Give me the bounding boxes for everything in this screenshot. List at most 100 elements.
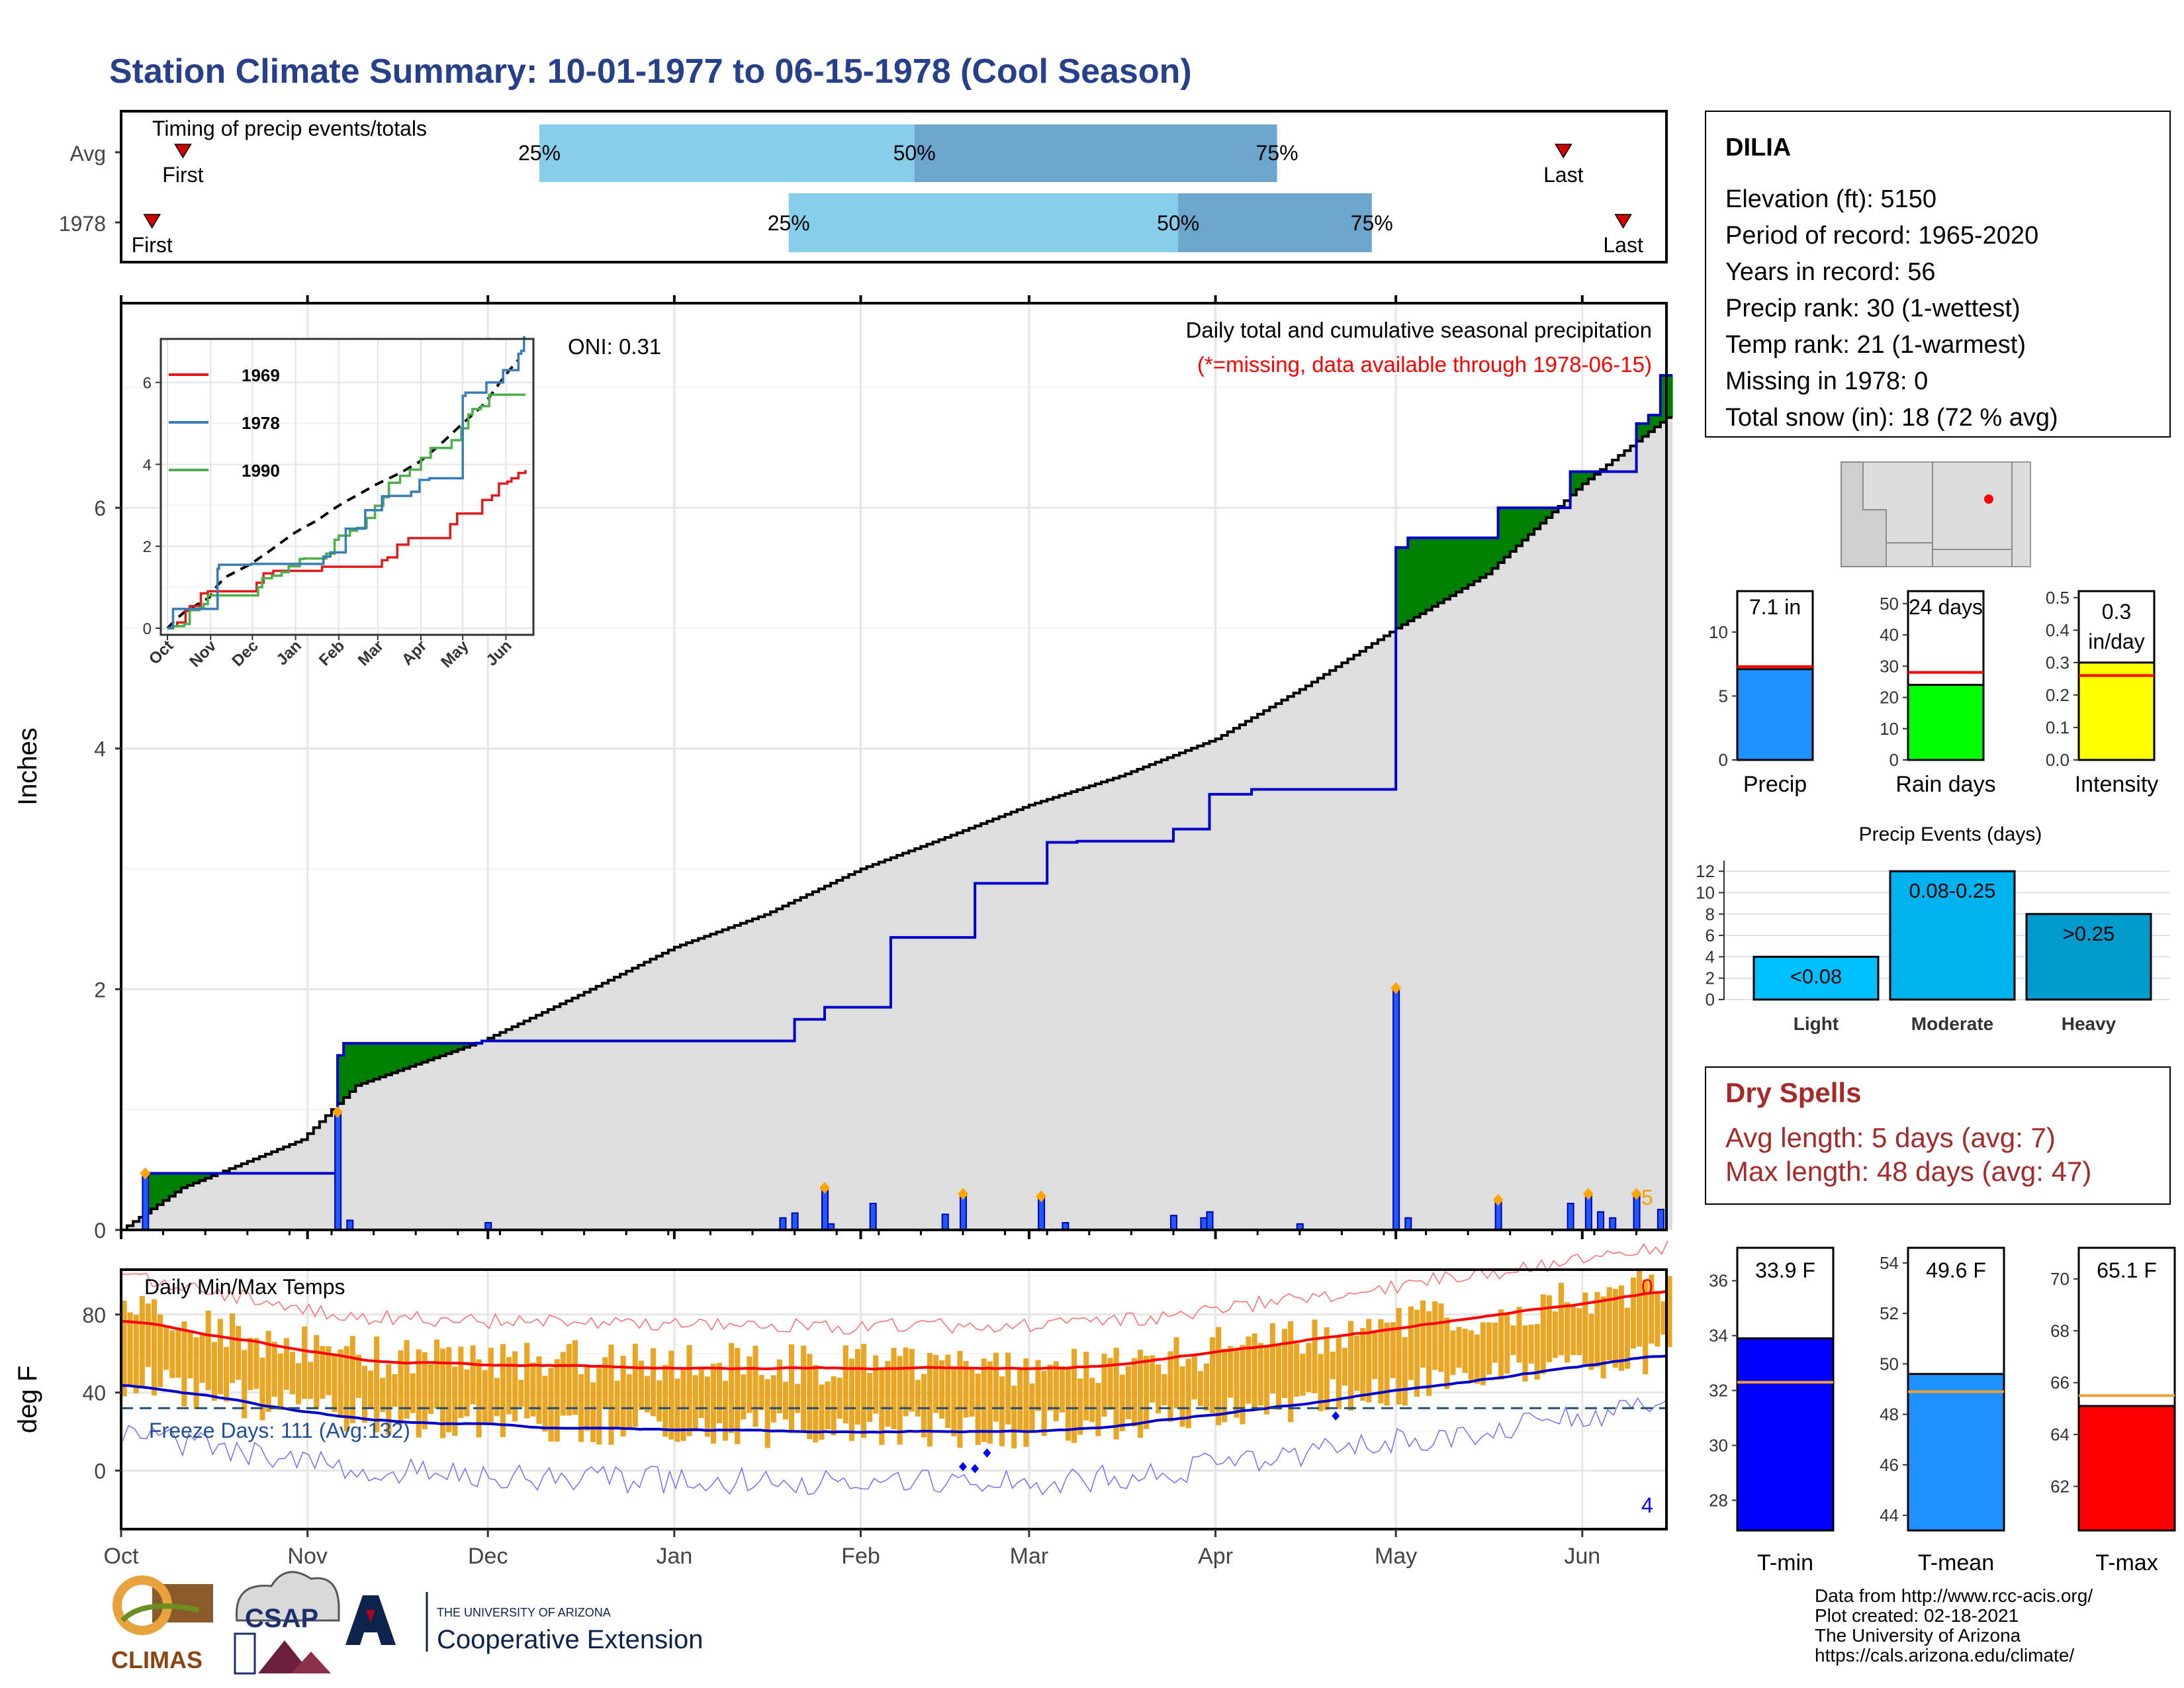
temp-summary-bar-t-mean: [1907, 1373, 2005, 1532]
daily-temp-range-bar: [686, 1345, 692, 1436]
temp-summary-tick-label: 30: [1709, 1435, 1728, 1455]
temp-xtick-label: Apr: [1198, 1544, 1233, 1569]
daily-temp-range-bar: [530, 1362, 536, 1417]
daily-temp-range-bar: [259, 1357, 265, 1421]
daily-temp-range-bar: [1522, 1325, 1528, 1382]
temp-title: Daily Min/Max Temps: [144, 1275, 345, 1299]
events-bar-range: <0.08: [1790, 964, 1842, 988]
timing-bar-q50-q75: [914, 124, 1277, 182]
daily-temp-range-bar: [698, 1368, 704, 1419]
temp-xtick-label: Feb: [841, 1544, 880, 1569]
daily-temp-range-bar: [1630, 1278, 1637, 1349]
daily-temp-range-bar: [1474, 1335, 1480, 1384]
daily-temp-range-bar: [386, 1364, 392, 1435]
temp-xtick-label: Jan: [656, 1544, 692, 1569]
daily-precip-bar: [346, 1219, 354, 1231]
daily-temp-range-bar: [1516, 1307, 1522, 1363]
record-low-marker: [1332, 1411, 1340, 1421]
daily-temp-range-bar: [614, 1380, 620, 1428]
daily-temp-range-bar: [524, 1342, 530, 1419]
daily-temp-range-bar: [1209, 1337, 1216, 1413]
daily-temp-range-bar: [1318, 1354, 1324, 1411]
daily-temp-range-bar: [374, 1336, 380, 1432]
daily-temp-range-bar: [458, 1346, 464, 1419]
daily-temp-range-bar: [921, 1374, 927, 1438]
daily-temp-range-bar: [217, 1319, 223, 1395]
above-average-fill: [1408, 538, 1415, 621]
daily-temp-range-bar: [620, 1356, 626, 1436]
daily-temp-range-bar: [230, 1313, 236, 1383]
daily-temp-range-bar: [283, 1338, 289, 1390]
daily-temp-range-bar: [428, 1364, 433, 1414]
daily-temp-range-bar: [674, 1378, 680, 1442]
daily-temp-range-bar: [1282, 1329, 1288, 1399]
daily-temp-range-bar: [951, 1367, 957, 1436]
dry-spells-box: Dry Spells Avg length: 5 days (avg: 7) M…: [1705, 1066, 2171, 1205]
daily-temp-range-bar: [752, 1346, 758, 1427]
daily-temp-range-bar: [398, 1350, 404, 1425]
daily-temp-range-bar: [626, 1374, 632, 1430]
station-missing: Missing in 1978: 0: [1725, 367, 1928, 395]
inset-average-line: [166, 359, 520, 630]
daily-temp-range-bar: [651, 1348, 657, 1417]
events-tick-label: 8: [1706, 904, 1715, 924]
daily-temp-range-bar: [500, 1344, 506, 1437]
inset-ytick-label: 2: [143, 538, 152, 556]
temp-summary-bar-t-min: [1736, 1337, 1835, 1532]
timing-label-50: 50%: [893, 141, 936, 165]
above-average-fill: [379, 1043, 387, 1078]
daily-temp-range-bar: [1246, 1336, 1251, 1404]
station-temp-rank: Temp rank: 21 (1-warmest): [1725, 331, 2026, 359]
logo-ua-big: Cooperative Extension: [437, 1625, 703, 1654]
map-border-south: [1886, 542, 2012, 550]
daily-temp-range-bar: [927, 1352, 933, 1447]
daily-temp-range-bar: [1234, 1348, 1240, 1418]
daily-temp-range-bar: [897, 1356, 903, 1445]
summary-tick-label: 10: [1709, 622, 1728, 642]
freeze-days: Freeze Days: 111 (Avg:132): [149, 1419, 410, 1442]
daily-temp-range-bar: [1306, 1342, 1312, 1392]
daily-precip-bar: [941, 1213, 949, 1231]
temp-summary-tick-label: 54: [1880, 1253, 1899, 1273]
events-bar-label: Light: [1794, 1013, 1839, 1034]
daily-temp-range-bar: [314, 1335, 320, 1409]
events-tick-label: 2: [1706, 968, 1715, 988]
logo-university-of-arizona: THE UNIVERSITY OF ARIZONA Cooperative Ex…: [345, 1592, 703, 1654]
heavy-day-count: 5: [1641, 1186, 1653, 1209]
timing-label-75: 75%: [1256, 141, 1298, 165]
precip-ylabel: Inches: [13, 727, 42, 806]
footer-line-2: Plot created: 02-18-2021: [1815, 1605, 2019, 1626]
station-info: DILIA Elevation (ft): 5150 Period of rec…: [1705, 111, 2171, 438]
daily-temp-range-bar: [506, 1357, 512, 1415]
above-average-fill: [1510, 508, 1517, 551]
daily-precip-bar: [142, 1172, 150, 1231]
daily-precip-bar: [791, 1212, 799, 1231]
daily-temp-range-bar: [1510, 1325, 1516, 1355]
daily-temp-range-bar: [1041, 1371, 1047, 1436]
daily-temp-range-bar: [716, 1362, 723, 1424]
daily-temp-range-bar: [782, 1382, 789, 1420]
daily-temp-range-bar: [1378, 1319, 1384, 1404]
above-average-fill: [1432, 538, 1439, 607]
inset-xtick-label: Jan: [273, 637, 305, 669]
daily-temp-range-bar: [1228, 1346, 1234, 1398]
daily-temp-range-bar: [289, 1351, 295, 1395]
daily-temp-range-bar: [945, 1354, 951, 1429]
daily-temp-range-bar: [915, 1380, 921, 1417]
above-average-fill: [1528, 508, 1535, 535]
daily-temp-range-bar: [1144, 1356, 1150, 1429]
daily-temp-range-bar: [1125, 1366, 1131, 1420]
above-average-fill: [1426, 538, 1433, 610]
daily-temp-range-bar: [1288, 1321, 1294, 1423]
daily-temp-range-bar: [723, 1381, 729, 1441]
daily-temp-range-bar: [1618, 1285, 1624, 1371]
daily-temp-range-bar: [332, 1355, 338, 1413]
daily-temp-range-bar: [842, 1345, 848, 1424]
temp-summary-value: 49.6 F: [1926, 1258, 1986, 1282]
heavy-precip-marker: [140, 1167, 151, 1180]
daily-temp-range-bar: [584, 1364, 590, 1431]
dry-spells-avg: Avg length: 5 days (avg: 7): [1725, 1122, 2056, 1153]
daily-temp-range-bar: [1053, 1361, 1059, 1421]
summary-tick-label: 0.5: [2046, 588, 2070, 608]
logo-csap: CSAP: [234, 1571, 340, 1675]
